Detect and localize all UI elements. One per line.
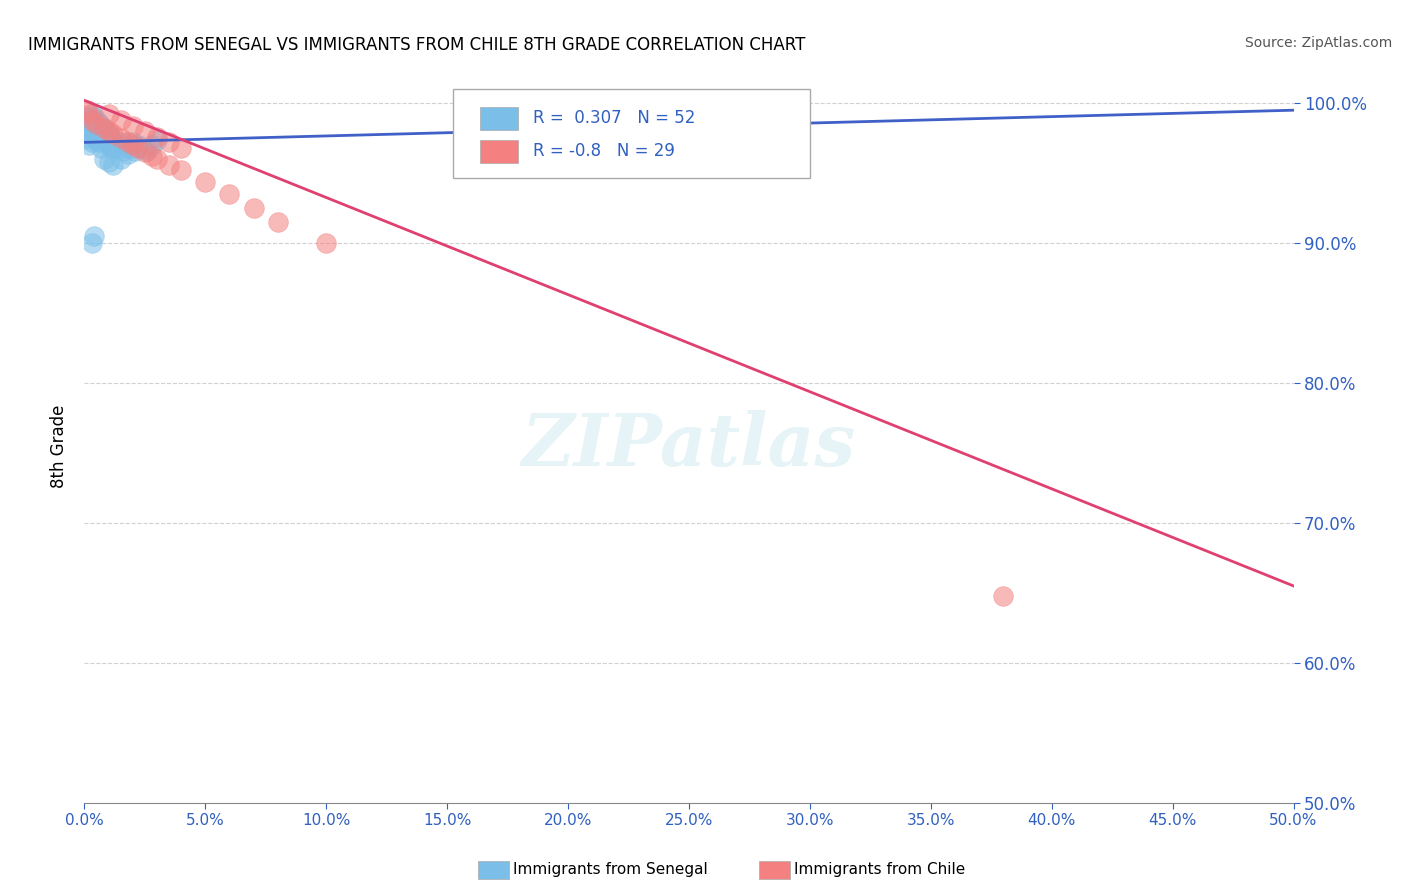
Point <box>83 119 105 133</box>
Point <box>97 124 120 138</box>
Text: ZIPatlas: ZIPatlas <box>522 410 856 482</box>
Point <box>267 215 290 229</box>
Point <box>117 136 139 150</box>
Text: Source: ZipAtlas.com: Source: ZipAtlas.com <box>1244 36 1392 50</box>
Point <box>80 107 103 121</box>
Text: R =  0.307   N = 52: R = 0.307 N = 52 <box>533 110 696 128</box>
Point <box>146 152 169 166</box>
Point <box>86 113 108 128</box>
Point <box>127 141 149 155</box>
Point <box>80 113 103 128</box>
Point <box>194 175 217 189</box>
Point <box>94 124 117 138</box>
Point <box>110 131 132 145</box>
Point <box>107 141 129 155</box>
Point <box>97 138 120 153</box>
Point <box>93 131 115 145</box>
Point <box>87 124 110 138</box>
Point <box>77 127 100 141</box>
Point <box>76 110 98 124</box>
Point <box>77 121 100 136</box>
Point <box>103 127 125 141</box>
Point <box>86 121 108 136</box>
Point <box>93 121 115 136</box>
Point <box>117 146 139 161</box>
Point <box>124 144 146 158</box>
Point <box>146 132 169 146</box>
Point <box>86 132 108 146</box>
Point <box>131 141 153 155</box>
Point <box>90 119 112 133</box>
Point <box>87 116 110 130</box>
Point <box>80 116 103 130</box>
Point <box>242 201 264 215</box>
Point <box>104 138 127 153</box>
Text: IMMIGRANTS FROM SENEGAL VS IMMIGRANTS FROM CHILE 8TH GRADE CORRELATION CHART: IMMIGRANTS FROM SENEGAL VS IMMIGRANTS FR… <box>28 36 806 54</box>
Point <box>170 163 193 178</box>
FancyBboxPatch shape <box>479 140 519 162</box>
Text: Immigrants from Chile: Immigrants from Chile <box>794 863 966 877</box>
Point <box>100 129 122 144</box>
Point <box>110 113 132 128</box>
Point <box>100 141 122 155</box>
Point <box>114 138 136 153</box>
Point <box>97 155 120 169</box>
Text: Immigrants from Senegal: Immigrants from Senegal <box>513 863 709 877</box>
Point <box>77 138 100 153</box>
Point <box>121 136 143 150</box>
Point <box>76 103 98 118</box>
Point <box>97 127 120 141</box>
Point <box>80 136 103 150</box>
Point <box>134 145 156 160</box>
Point <box>103 158 125 172</box>
Point <box>157 136 180 150</box>
Point <box>110 152 132 166</box>
Point <box>83 129 105 144</box>
Point <box>93 152 115 166</box>
Point <box>87 136 110 150</box>
Point <box>77 107 100 121</box>
Point <box>136 144 159 158</box>
Point <box>97 107 120 121</box>
Point <box>76 131 98 145</box>
Y-axis label: 8th Grade: 8th Grade <box>51 404 69 488</box>
Point <box>121 119 143 133</box>
Point <box>134 124 156 138</box>
Point <box>157 158 180 172</box>
Point <box>141 149 163 163</box>
Point <box>83 229 105 244</box>
Point <box>127 138 149 153</box>
Point <box>80 124 103 138</box>
Point <box>90 127 112 141</box>
Point <box>121 138 143 153</box>
Point <box>993 589 1015 603</box>
Point <box>90 141 112 155</box>
Point <box>170 141 193 155</box>
Text: R = -0.8   N = 29: R = -0.8 N = 29 <box>533 143 675 161</box>
Point <box>80 236 103 251</box>
Point <box>315 236 337 251</box>
Point <box>93 121 115 136</box>
Point <box>110 136 132 150</box>
FancyBboxPatch shape <box>479 107 519 130</box>
FancyBboxPatch shape <box>453 89 810 178</box>
Point <box>77 113 100 128</box>
Point <box>83 110 105 124</box>
Point <box>112 144 135 158</box>
Point <box>218 187 240 202</box>
Point <box>94 136 117 150</box>
Point <box>141 138 163 153</box>
Point <box>146 129 169 144</box>
Point <box>76 117 98 131</box>
Point <box>120 141 142 155</box>
Point <box>103 132 125 146</box>
Point <box>86 117 108 131</box>
